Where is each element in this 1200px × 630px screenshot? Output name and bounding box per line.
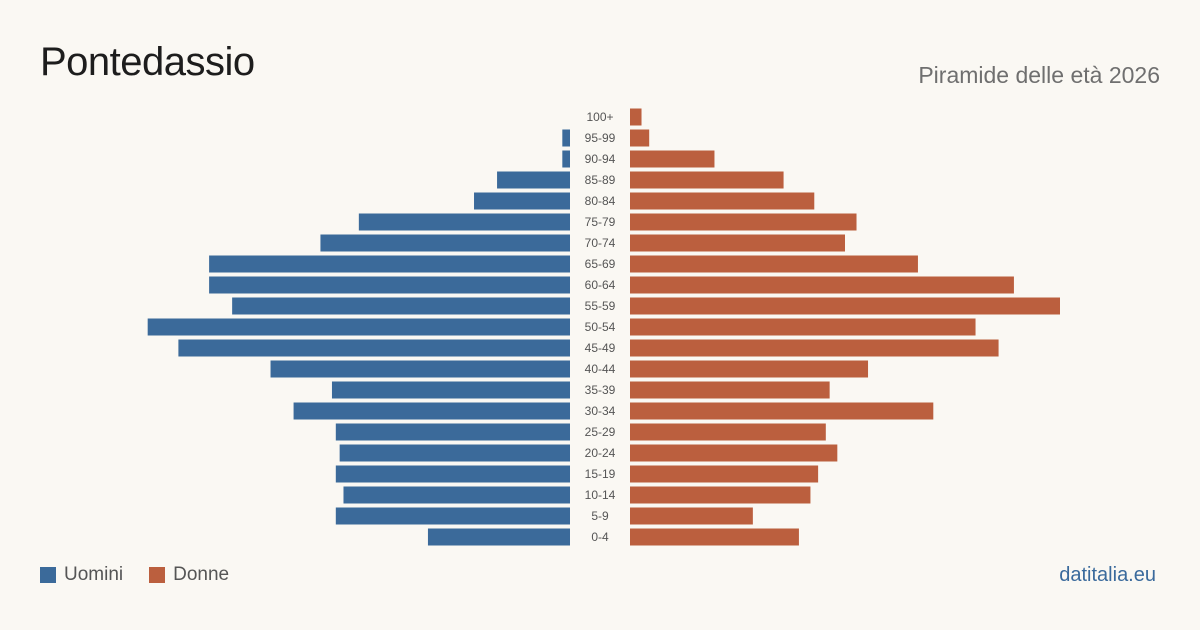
age-label-30-34: 30-34 <box>585 404 616 418</box>
age-label-80-84: 80-84 <box>585 194 616 208</box>
bar-men-60-64 <box>209 276 570 294</box>
bar-women-45-49 <box>630 339 999 357</box>
bar-men-95-99 <box>562 129 570 147</box>
age-label-85-89: 85-89 <box>585 173 616 187</box>
bar-women-70-74 <box>630 234 845 252</box>
bar-men-55-59 <box>232 297 570 315</box>
bar-women-85-89 <box>630 171 784 189</box>
bar-men-35-39 <box>331 381 570 399</box>
age-label-45-49: 45-49 <box>585 341 616 355</box>
age-label-60-64: 60-64 <box>585 278 616 292</box>
brand-link[interactable]: datitalia.eu <box>1059 564 1156 586</box>
age-label-40-44: 40-44 <box>585 362 616 376</box>
bar-women-60-64 <box>630 276 1014 294</box>
bar-men-20-24 <box>339 444 570 462</box>
legend: Uomini Donne <box>40 564 255 586</box>
bar-women-65-69 <box>630 255 918 273</box>
bar-men-30-34 <box>293 402 570 420</box>
age-label-95-99: 95-99 <box>585 131 616 145</box>
bar-women-35-39 <box>630 381 830 399</box>
age-label-25-29: 25-29 <box>585 425 616 439</box>
bar-women-0-4 <box>630 528 799 546</box>
chart-subtitle: Piramide delle età 2026 <box>918 62 1160 88</box>
bar-women-80-84 <box>630 192 815 210</box>
legend-swatch-women <box>149 567 166 583</box>
bar-women-95-99 <box>630 129 650 147</box>
chart-title: Pontedassio <box>40 40 255 84</box>
age-label-100+: 100+ <box>586 110 613 124</box>
bar-men-5-9 <box>335 507 570 525</box>
bar-men-10-14 <box>343 486 570 504</box>
bar-men-75-79 <box>358 213 570 231</box>
bar-women-50-54 <box>630 318 976 336</box>
bar-men-90-94 <box>562 150 570 168</box>
legend-item-men: Uomini <box>40 564 123 586</box>
legend-label-men: Uomini <box>64 564 124 585</box>
bar-women-15-19 <box>630 465 819 483</box>
bar-men-70-74 <box>320 234 570 252</box>
age-label-15-19: 15-19 <box>585 467 616 481</box>
bar-women-10-14 <box>630 486 811 504</box>
bar-men-15-19 <box>335 465 570 483</box>
age-label-50-54: 50-54 <box>585 320 616 334</box>
bar-women-5-9 <box>630 507 753 525</box>
age-label-90-94: 90-94 <box>585 152 616 166</box>
bar-men-50-54 <box>147 318 570 336</box>
legend-item-women: Donne <box>149 564 229 586</box>
bar-women-90-94 <box>630 150 715 168</box>
bar-men-45-49 <box>178 339 570 357</box>
bar-men-80-84 <box>474 192 570 210</box>
age-label-70-74: 70-74 <box>585 236 616 250</box>
bar-women-40-44 <box>630 360 869 378</box>
age-label-35-39: 35-39 <box>585 383 616 397</box>
age-label-5-9: 5-9 <box>591 509 609 523</box>
bar-men-40-44 <box>270 360 570 378</box>
age-label-0-4: 0-4 <box>591 530 609 544</box>
age-label-10-14: 10-14 <box>585 488 616 502</box>
age-label-75-79: 75-79 <box>585 215 616 229</box>
legend-swatch-men <box>40 567 56 583</box>
bar-women-25-29 <box>630 423 826 441</box>
bar-women-55-59 <box>630 297 1060 315</box>
bar-men-65-69 <box>209 255 570 273</box>
bar-women-20-24 <box>630 444 838 462</box>
bar-men-25-29 <box>335 423 570 441</box>
age-label-65-69: 65-69 <box>585 257 616 271</box>
population-pyramid-chart: 100+ 95-99 90-94 85-89 80-84 75-79 70-74 65-69 6… <box>147 108 1060 546</box>
bar-men-85-89 <box>497 171 570 189</box>
bar-men-0-4 <box>427 528 570 546</box>
age-label-20-24: 20-24 <box>585 446 616 460</box>
legend-label-women: Donne <box>173 564 230 585</box>
bar-women-75-79 <box>630 213 857 231</box>
bar-women-30-34 <box>630 402 934 420</box>
age-label-55-59: 55-59 <box>585 299 616 313</box>
bar-women-100+ <box>630 108 642 126</box>
